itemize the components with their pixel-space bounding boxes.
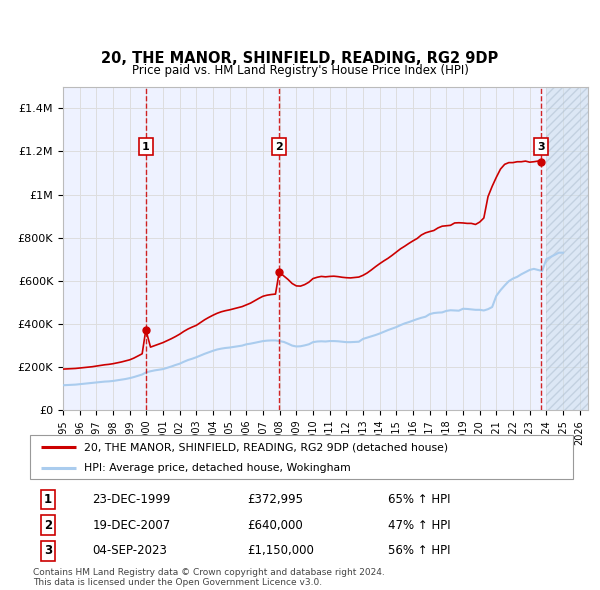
Text: 1: 1: [44, 493, 52, 506]
Text: 19-DEC-2007: 19-DEC-2007: [92, 519, 170, 532]
Text: 1: 1: [142, 142, 150, 152]
Text: 20, THE MANOR, SHINFIELD, READING, RG2 9DP: 20, THE MANOR, SHINFIELD, READING, RG2 9…: [101, 51, 499, 66]
Text: 23-DEC-1999: 23-DEC-1999: [92, 493, 171, 506]
Text: Price paid vs. HM Land Registry's House Price Index (HPI): Price paid vs. HM Land Registry's House …: [131, 64, 469, 77]
Text: 2: 2: [275, 142, 283, 152]
Text: 20, THE MANOR, SHINFIELD, READING, RG2 9DP (detached house): 20, THE MANOR, SHINFIELD, READING, RG2 9…: [85, 442, 448, 452]
Text: £372,995: £372,995: [247, 493, 303, 506]
Text: 65% ↑ HPI: 65% ↑ HPI: [388, 493, 451, 506]
Text: 3: 3: [44, 545, 52, 558]
Text: 3: 3: [537, 142, 545, 152]
Text: 47% ↑ HPI: 47% ↑ HPI: [388, 519, 451, 532]
Text: This data is licensed under the Open Government Licence v3.0.: This data is licensed under the Open Gov…: [33, 578, 322, 587]
Text: 2: 2: [44, 519, 52, 532]
Bar: [547, 87, 588, 410]
Text: £1,150,000: £1,150,000: [247, 545, 314, 558]
Text: Contains HM Land Registry data © Crown copyright and database right 2024.: Contains HM Land Registry data © Crown c…: [33, 568, 385, 576]
Text: 56% ↑ HPI: 56% ↑ HPI: [388, 545, 451, 558]
Text: £640,000: £640,000: [247, 519, 303, 532]
Text: 04-SEP-2023: 04-SEP-2023: [92, 545, 167, 558]
Text: HPI: Average price, detached house, Wokingham: HPI: Average price, detached house, Woki…: [85, 463, 351, 473]
FancyBboxPatch shape: [30, 435, 573, 479]
